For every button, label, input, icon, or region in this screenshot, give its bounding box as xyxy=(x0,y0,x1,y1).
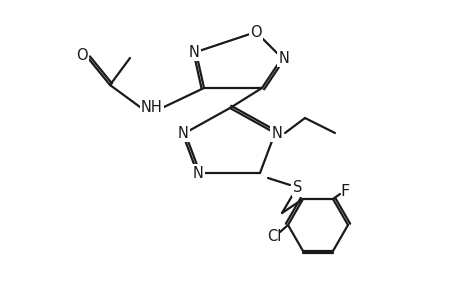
Text: F: F xyxy=(340,184,349,199)
Text: S: S xyxy=(293,181,302,196)
Text: O: O xyxy=(250,25,261,40)
Text: N: N xyxy=(188,44,199,59)
Text: N: N xyxy=(278,50,289,65)
Text: NH: NH xyxy=(141,100,162,115)
Text: Cl: Cl xyxy=(266,230,280,244)
Text: N: N xyxy=(177,125,188,140)
Text: O: O xyxy=(76,47,88,62)
Text: N: N xyxy=(192,166,203,181)
Text: N: N xyxy=(271,125,282,140)
